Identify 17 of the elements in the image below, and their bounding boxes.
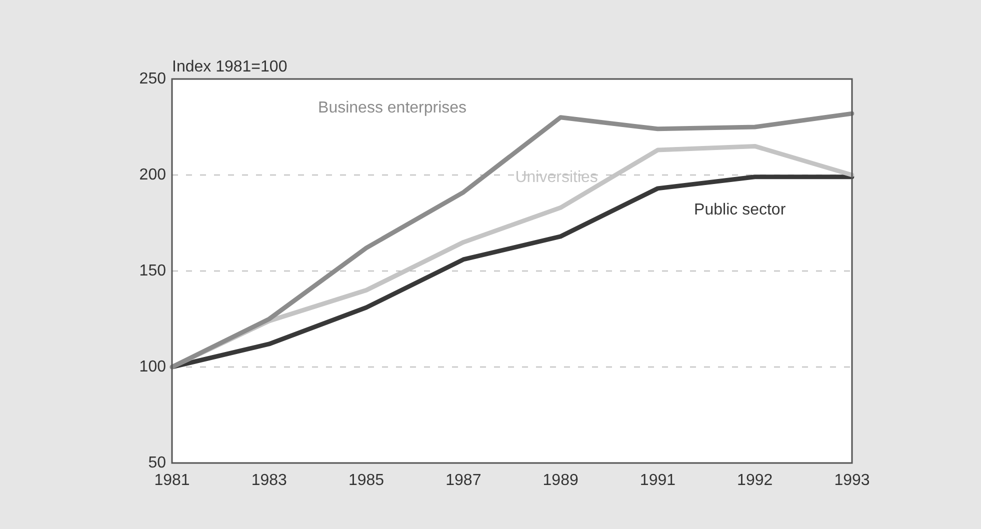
y-tick-label: 50 <box>148 454 166 472</box>
text: Business enterprises <box>318 99 467 116</box>
x-tick-label: 1985 <box>348 472 384 490</box>
x-tick-label: 1992 <box>737 472 773 490</box>
y-tick-label: 150 <box>139 262 166 280</box>
x-tick-label: 1991 <box>640 472 676 490</box>
x-tick-label: 1993 <box>834 472 870 490</box>
y-axis-title: Index 1981=100 <box>172 58 288 76</box>
series-label: Universities <box>515 169 598 186</box>
series-label: Public sector <box>694 201 786 218</box>
x-tick-label: 1983 <box>251 472 288 490</box>
x-tick-label: 1989 <box>542 472 578 490</box>
x-tick-label: 1981 <box>154 472 190 490</box>
y-tick-label: 200 <box>139 166 166 184</box>
y-tick-label: 100 <box>139 358 166 376</box>
y-tick-label: 250 <box>139 70 166 88</box>
x-tick-label: 1987 <box>446 472 482 490</box>
